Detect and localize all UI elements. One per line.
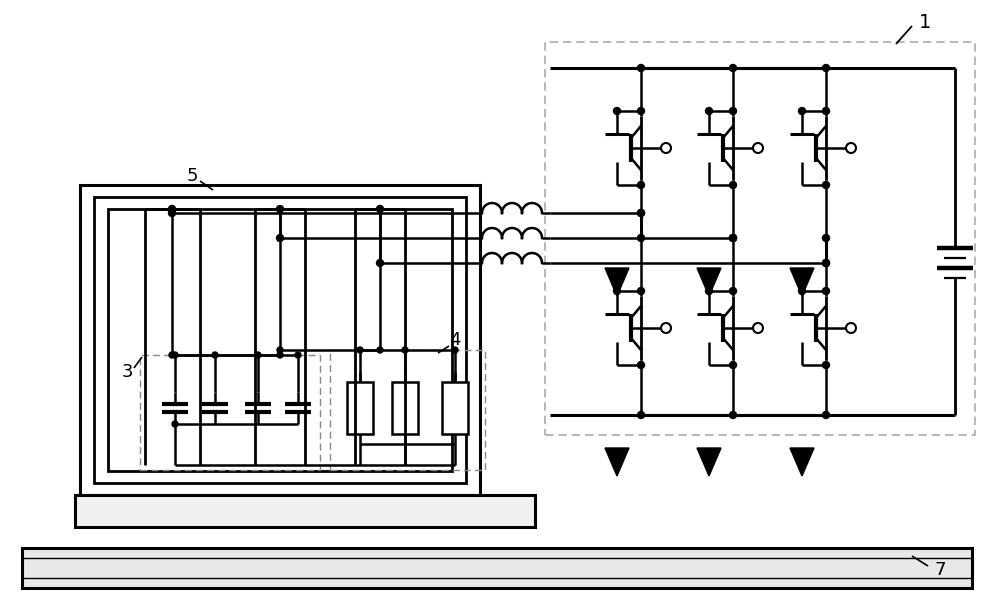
Circle shape: [730, 234, 736, 242]
Bar: [545, 42, 975, 435]
Circle shape: [276, 234, 284, 242]
Polygon shape: [790, 268, 814, 296]
Circle shape: [822, 259, 830, 267]
Circle shape: [169, 352, 175, 358]
Circle shape: [822, 259, 830, 267]
Bar: [94, 197, 466, 483]
Circle shape: [730, 234, 736, 242]
Bar: [442, 382, 468, 434]
Circle shape: [638, 287, 644, 295]
Circle shape: [212, 352, 218, 358]
Circle shape: [638, 209, 644, 217]
Circle shape: [822, 107, 830, 115]
Circle shape: [822, 412, 830, 418]
Circle shape: [168, 206, 176, 212]
Circle shape: [822, 182, 830, 188]
Circle shape: [706, 287, 712, 295]
Circle shape: [357, 347, 363, 353]
Text: 1: 1: [919, 12, 931, 32]
Circle shape: [822, 65, 830, 71]
Circle shape: [376, 206, 384, 212]
Bar: [392, 382, 418, 434]
Circle shape: [255, 352, 261, 358]
Circle shape: [168, 209, 176, 217]
Bar: [22, 548, 972, 588]
Text: 3: 3: [121, 363, 133, 381]
Circle shape: [638, 182, 644, 188]
Bar: [108, 209, 452, 471]
Circle shape: [798, 107, 806, 115]
Circle shape: [730, 65, 736, 71]
Bar: [330, 350, 485, 470]
Circle shape: [277, 352, 283, 358]
Circle shape: [614, 287, 620, 295]
Circle shape: [638, 234, 644, 242]
Circle shape: [753, 323, 763, 333]
Circle shape: [822, 234, 830, 242]
Circle shape: [377, 347, 383, 353]
Circle shape: [376, 259, 384, 267]
Polygon shape: [605, 448, 629, 476]
Bar: [75, 495, 535, 527]
Circle shape: [730, 362, 736, 368]
Circle shape: [753, 143, 763, 153]
Circle shape: [661, 143, 671, 153]
Circle shape: [638, 412, 644, 418]
Circle shape: [730, 234, 736, 242]
Circle shape: [706, 107, 712, 115]
Circle shape: [638, 107, 644, 115]
Polygon shape: [697, 268, 721, 296]
Circle shape: [638, 362, 644, 368]
Circle shape: [730, 412, 736, 418]
Circle shape: [822, 287, 830, 295]
Circle shape: [172, 352, 178, 358]
Circle shape: [277, 347, 283, 353]
Text: 7: 7: [934, 561, 946, 579]
Circle shape: [614, 107, 620, 115]
Polygon shape: [605, 268, 629, 296]
Polygon shape: [697, 448, 721, 476]
Circle shape: [846, 323, 856, 333]
Bar: [80, 185, 480, 495]
Bar: [140, 355, 320, 470]
Circle shape: [846, 143, 856, 153]
Polygon shape: [790, 448, 814, 476]
Circle shape: [452, 347, 458, 353]
Circle shape: [172, 421, 178, 427]
Bar: [347, 382, 373, 434]
Circle shape: [730, 287, 736, 295]
Text: 4: 4: [449, 331, 461, 349]
Circle shape: [661, 323, 671, 333]
Circle shape: [730, 182, 736, 188]
Circle shape: [276, 206, 284, 212]
Circle shape: [402, 347, 408, 353]
Circle shape: [638, 65, 644, 71]
Circle shape: [638, 209, 644, 217]
Circle shape: [822, 362, 830, 368]
Circle shape: [798, 287, 806, 295]
Circle shape: [295, 352, 301, 358]
Text: 5: 5: [186, 167, 198, 185]
Circle shape: [730, 107, 736, 115]
